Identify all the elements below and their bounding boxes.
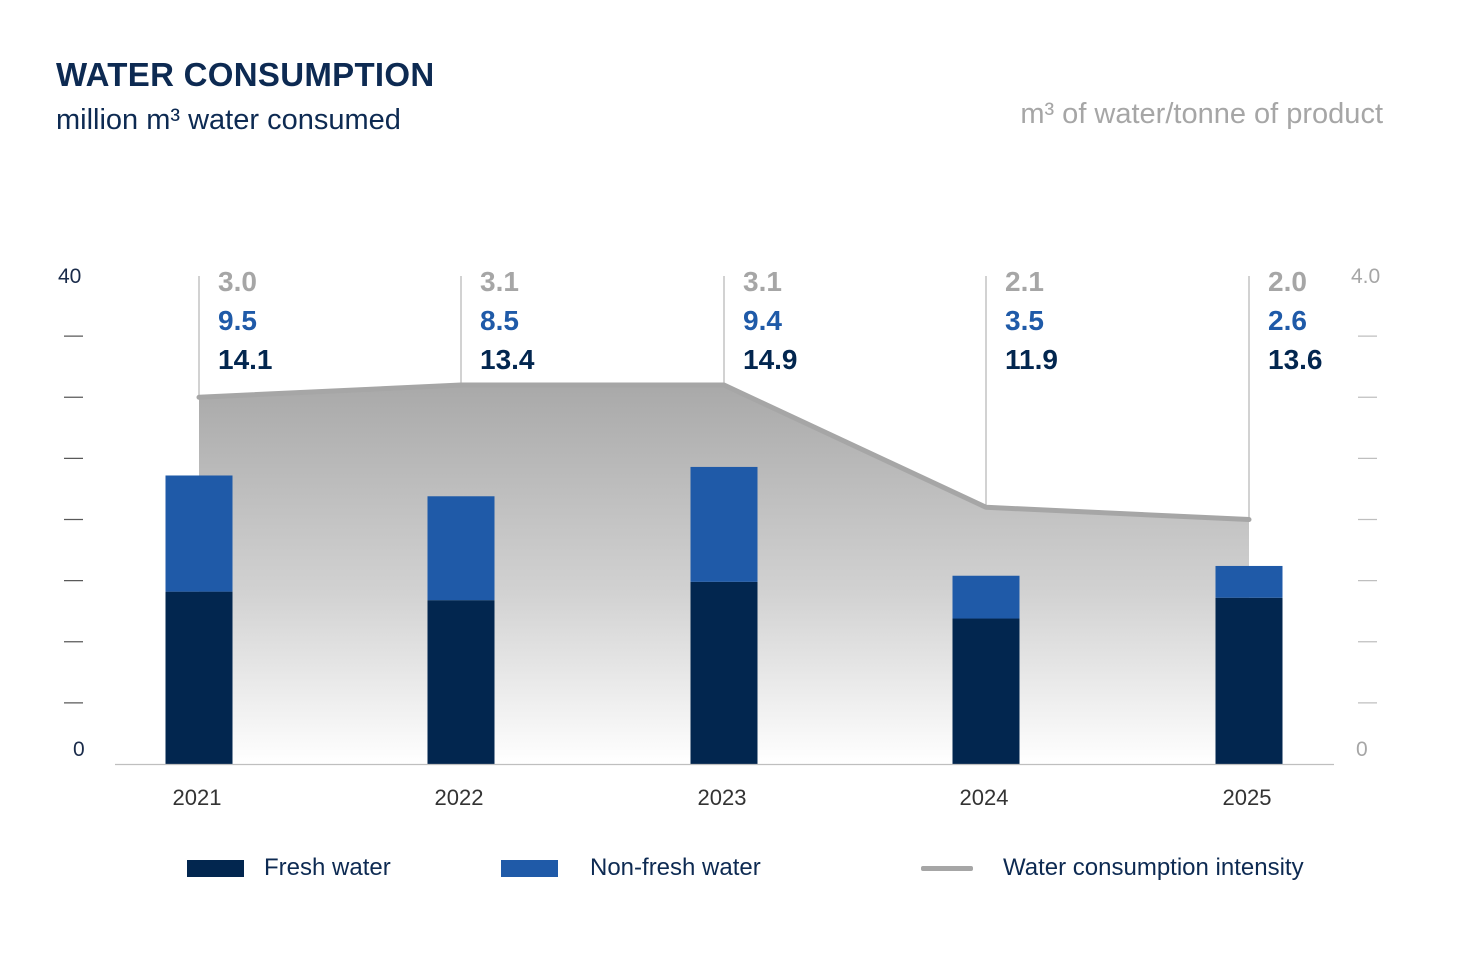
legend-label-fresh: Fresh water [264, 854, 391, 881]
data-label-nonfresh-2024: 3.5 [1005, 305, 1044, 336]
legend-item-fresh: Fresh water [187, 852, 391, 884]
data-label-fresh-2024: 11.9 [1005, 344, 1058, 375]
data-label-intensity-2022: 3.1 [480, 266, 519, 297]
data-label-intensity-2021: 3.0 [218, 266, 257, 297]
legend-item-nonfresh: Non-fresh water [501, 852, 761, 884]
bar-fresh-2022 [427, 600, 495, 764]
data-label-intensity-2023: 3.1 [743, 266, 782, 297]
data-label-fresh-2021: 14.1 [218, 344, 273, 375]
x-tick-label-2025: 2025 [1223, 785, 1272, 810]
legend-label-intensity: Water consumption intensity [1003, 854, 1304, 881]
x-tick-label-2024: 2024 [960, 785, 1009, 810]
bar-nonfresh-2025 [1215, 565, 1283, 598]
bar-nonfresh-2021 [165, 475, 233, 592]
legend-swatch-fresh [187, 859, 244, 877]
x-tick-label-2022: 2022 [435, 785, 484, 810]
x-tick-label-2023: 2023 [698, 785, 747, 810]
data-label-nonfresh-2022: 8.5 [480, 305, 519, 336]
bar-nonfresh-2022 [427, 496, 495, 601]
right-axis-title: m³ of water/tonne of product [1020, 98, 1383, 130]
data-label-fresh-2025: 13.6 [1268, 344, 1323, 375]
legend-item-intensity: Water consumption intensity [921, 852, 1304, 884]
legend-label-nonfresh: Non-fresh water [590, 854, 761, 881]
bar-nonfresh-2023 [690, 466, 758, 582]
data-label-fresh-2022: 13.4 [480, 344, 535, 375]
left-axis-min-label: 0 [73, 738, 85, 761]
x-tick-label-2021: 2021 [173, 785, 222, 810]
data-label-nonfresh-2021: 9.5 [218, 305, 257, 336]
data-label-intensity-2024: 2.1 [1005, 266, 1044, 297]
right-axis-max-label: 4.0 [1351, 265, 1380, 288]
legend-swatch-intensity [921, 865, 973, 871]
bar-fresh-2023 [690, 581, 758, 764]
bar-nonfresh-2024 [952, 575, 1020, 619]
data-label-nonfresh-2025: 2.6 [1268, 305, 1307, 336]
bar-fresh-2025 [1215, 597, 1283, 764]
chart-subtitle: million m³ water consumed [56, 104, 401, 136]
bar-fresh-2024 [952, 618, 1020, 764]
bar-fresh-2021 [165, 591, 233, 764]
data-label-fresh-2023: 14.9 [743, 344, 798, 375]
data-label-nonfresh-2023: 9.4 [743, 305, 782, 336]
right-axis-min-label: 0 [1356, 738, 1368, 761]
data-label-intensity-2025: 2.0 [1268, 266, 1307, 297]
chart-title: WATER CONSUMPTION [56, 56, 435, 93]
legend-swatch-nonfresh [501, 859, 558, 877]
intensity-line [196, 382, 1252, 522]
left-axis-max-label: 40 [58, 265, 81, 288]
